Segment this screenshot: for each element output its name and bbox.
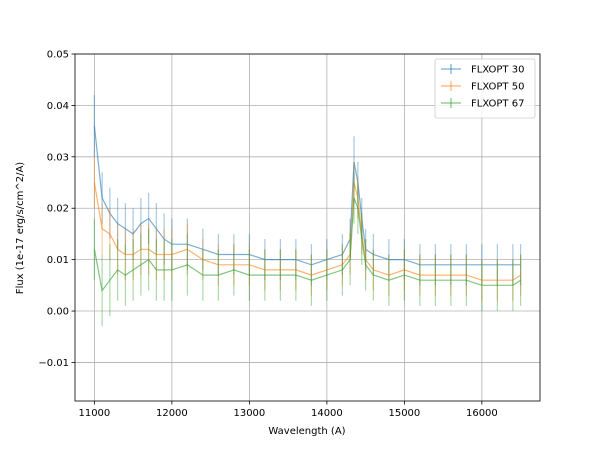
legend: FLXOPT 30 FLXOPT 50 FLXOPT 67	[434, 58, 536, 119]
y-tick-label: 0.04	[47, 101, 69, 112]
series-line	[93, 125, 521, 266]
series-layer	[93, 95, 522, 327]
legend-label: FLXOPT 67	[471, 99, 524, 110]
axes-frame	[74, 53, 541, 402]
legend-item: FLXOPT 30	[441, 64, 524, 76]
x-tick-label: 15000	[388, 408, 420, 419]
legend-label: FLXOPT 50	[471, 82, 524, 93]
x-tick-label: 13000	[233, 408, 265, 419]
legend-item: FLXOPT 67	[441, 98, 524, 110]
x-tick-label: 14000	[311, 408, 343, 419]
y-tick-label: 0.01	[47, 255, 69, 266]
y-tick-label: −0.01	[38, 358, 69, 369]
y-axis-label: Flux (1e-17 erg/s/cm^2/A)	[15, 162, 26, 294]
x-tick-label: 16000	[466, 408, 498, 419]
legend-label: FLXOPT 30	[471, 65, 524, 76]
series-3	[93, 172, 522, 327]
ticks: 11000 12000 13000 14000 15000 16000 −0.01 0.00 0…	[38, 50, 497, 420]
x-tick-label: 11000	[78, 408, 110, 419]
series-line	[93, 197, 521, 292]
x-axis-label: Wavelength (A)	[268, 426, 345, 437]
legend-item: FLXOPT 50	[441, 81, 524, 93]
series-1	[93, 95, 522, 286]
series-2	[93, 156, 522, 301]
y-tick-label: 0.02	[47, 204, 69, 215]
grid	[75, 53, 540, 401]
y-tick-label: 0.05	[47, 50, 69, 61]
y-tick-label: 0.03	[47, 152, 69, 163]
y-tick-label: 0.00	[47, 307, 69, 318]
x-tick-label: 12000	[156, 408, 188, 419]
series-line	[93, 182, 521, 281]
